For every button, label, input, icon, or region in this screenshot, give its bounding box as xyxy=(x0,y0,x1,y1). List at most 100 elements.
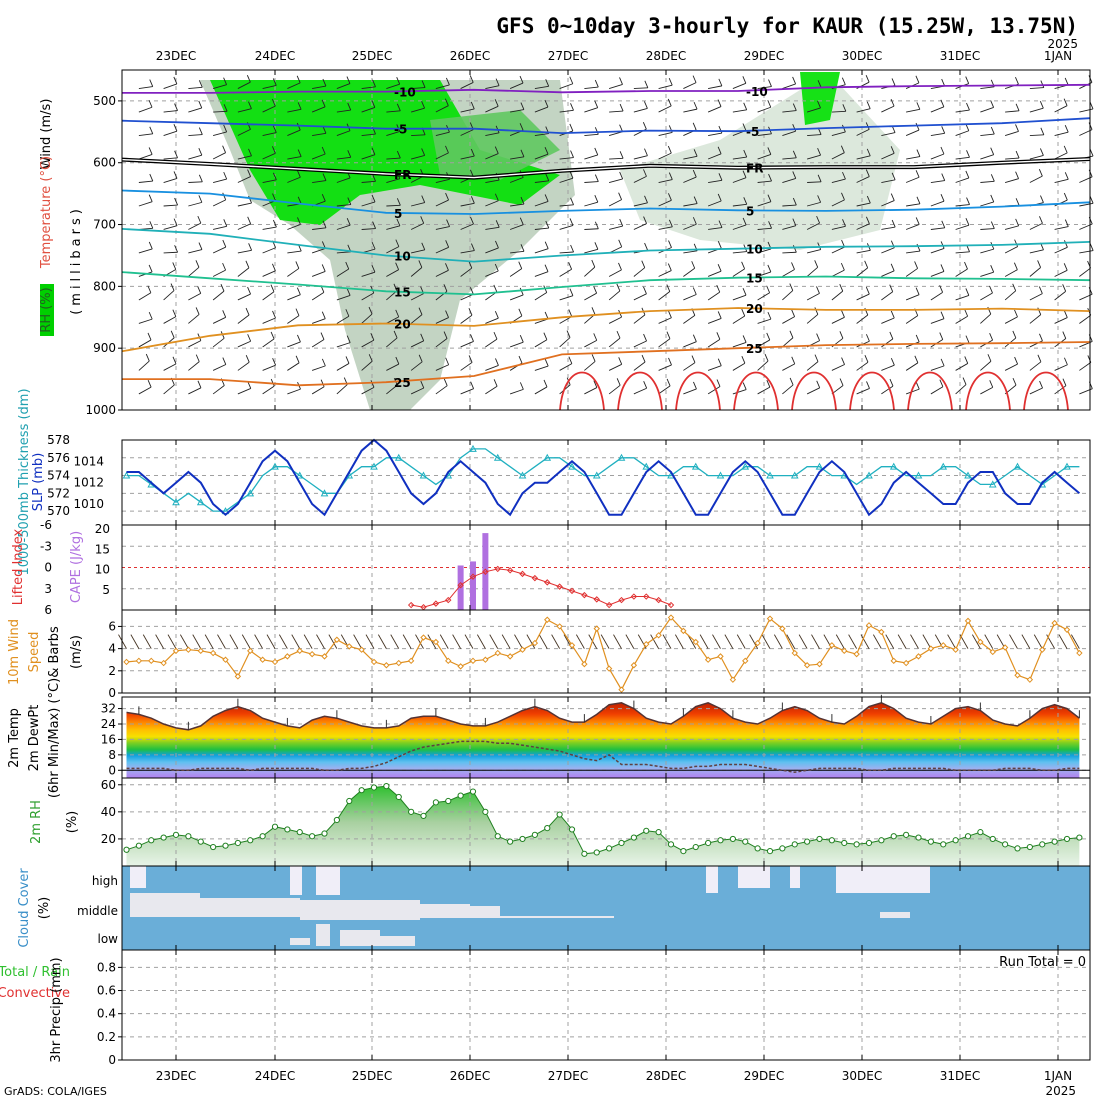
rh-point xyxy=(729,835,736,843)
wind-barb-flag xyxy=(345,261,350,270)
wind-speed-point xyxy=(197,647,204,655)
wind-barb-flag xyxy=(742,217,747,226)
wind-barb-flag xyxy=(372,221,377,229)
wind-barb-flag xyxy=(247,216,252,224)
wind-barb xyxy=(336,204,351,207)
wind-barb-flag xyxy=(767,194,772,202)
wind-barb xyxy=(708,85,722,89)
wind-barb xyxy=(410,222,424,230)
wind-barb xyxy=(559,337,571,348)
wind-barb-flag xyxy=(841,310,845,318)
wind-barb-flag xyxy=(668,310,672,318)
wind-barb xyxy=(410,267,423,277)
wind-barb-flag xyxy=(1064,357,1068,365)
wind-barb xyxy=(955,224,970,230)
wind-barb xyxy=(881,270,895,277)
wind-barb xyxy=(361,271,376,277)
wind-barb xyxy=(163,177,178,183)
wind-barb xyxy=(1079,250,1094,254)
wind-barb-flag xyxy=(172,356,177,365)
wind-barb xyxy=(930,247,945,254)
date-label-top: 25DEC xyxy=(352,49,392,63)
date-label-bottom: 30DEC xyxy=(842,1069,882,1083)
date-label-bottom: 26DEC xyxy=(450,1069,490,1083)
thickness-point xyxy=(419,471,428,479)
rh-point xyxy=(915,834,922,841)
wind-barb xyxy=(559,251,574,254)
wind-barb-flag xyxy=(716,332,721,340)
wind-barb-flag xyxy=(346,217,351,226)
wind-barb xyxy=(608,316,622,324)
wind-barb-flag xyxy=(915,287,920,295)
wind-barb xyxy=(237,155,252,160)
wind-barb-flag xyxy=(618,192,623,200)
wind-barb-flag xyxy=(198,195,203,203)
wind-barb xyxy=(683,388,697,395)
wind-barb-flag xyxy=(766,332,771,341)
wind-barb xyxy=(831,316,845,324)
wind-barb xyxy=(361,201,376,207)
wind-barb-flag xyxy=(371,194,376,203)
wind-barb-flag xyxy=(297,196,302,204)
date-axis-top: 23DEC 24DEC 25DEC 26DEC 27DEC 28DEC 29DEC 30DEC… xyxy=(156,49,1072,63)
wind-barb xyxy=(732,251,747,254)
wind-barb-flag xyxy=(916,102,921,110)
wind-barb-flag xyxy=(297,334,301,343)
wind-barb-flag xyxy=(1063,310,1068,318)
wind-barb xyxy=(361,386,375,395)
wind-barb xyxy=(683,82,697,89)
li-tick-label: 0 xyxy=(44,561,52,575)
date-label-bottom: 27DEC xyxy=(548,1069,588,1083)
wind-barb xyxy=(1005,110,1020,113)
wind-barb-flag xyxy=(842,219,846,227)
rh-point xyxy=(1063,835,1071,843)
li-tick-label: 3 xyxy=(44,582,52,596)
wind-barb-flag xyxy=(494,311,499,319)
wind-barb xyxy=(336,363,350,371)
rh-point xyxy=(1002,841,1009,848)
wind-barb-flag xyxy=(642,121,647,130)
rh-fill xyxy=(126,786,1080,866)
surface-wind-barb xyxy=(811,634,820,649)
wind-barb-flag xyxy=(272,172,277,181)
wind-speed-point xyxy=(160,659,167,667)
wind-barb-flag xyxy=(866,381,870,389)
cape-tick-label: 20 xyxy=(95,522,110,536)
surface-wind-barb xyxy=(402,634,412,649)
slp-tick-label: 1014 xyxy=(73,454,104,468)
wind-barb xyxy=(708,132,722,136)
temperature-contour xyxy=(121,307,1091,353)
wind-barb xyxy=(980,292,993,301)
temperature-contour xyxy=(121,228,1091,263)
rh-point xyxy=(717,837,724,844)
wind-barb-flag xyxy=(222,145,227,153)
wind-barb xyxy=(980,386,993,395)
wind-barb xyxy=(683,294,697,301)
wind-barb-flag xyxy=(1037,354,1042,362)
wind-barb xyxy=(212,269,226,277)
ylabel-rh-pct: (%) xyxy=(65,811,80,834)
wind-barb-flag xyxy=(395,239,400,247)
surface-wind-barb xyxy=(464,634,474,649)
wind-barb xyxy=(633,267,646,277)
wind-barb-flag xyxy=(147,379,152,388)
surface-wind-barb xyxy=(217,634,226,649)
wind-barb xyxy=(311,386,325,395)
wind-barb xyxy=(609,110,624,113)
wind-barb xyxy=(584,387,598,395)
wind-barb xyxy=(435,364,449,371)
wind-barb-flag xyxy=(174,245,179,253)
wind-barb-flag xyxy=(1039,148,1044,156)
wind-barb-flag xyxy=(345,309,350,317)
wind-barb xyxy=(584,181,599,183)
wind-barb xyxy=(435,199,449,207)
wind-barb xyxy=(361,360,373,371)
wind-barb xyxy=(312,85,326,89)
rh-point xyxy=(271,823,279,830)
rh-point xyxy=(680,848,687,855)
temperature-contour xyxy=(122,83,1091,94)
wind-speed-point xyxy=(1014,672,1021,679)
wind-barb-flag xyxy=(371,100,376,108)
lifted-index-point xyxy=(445,596,452,604)
